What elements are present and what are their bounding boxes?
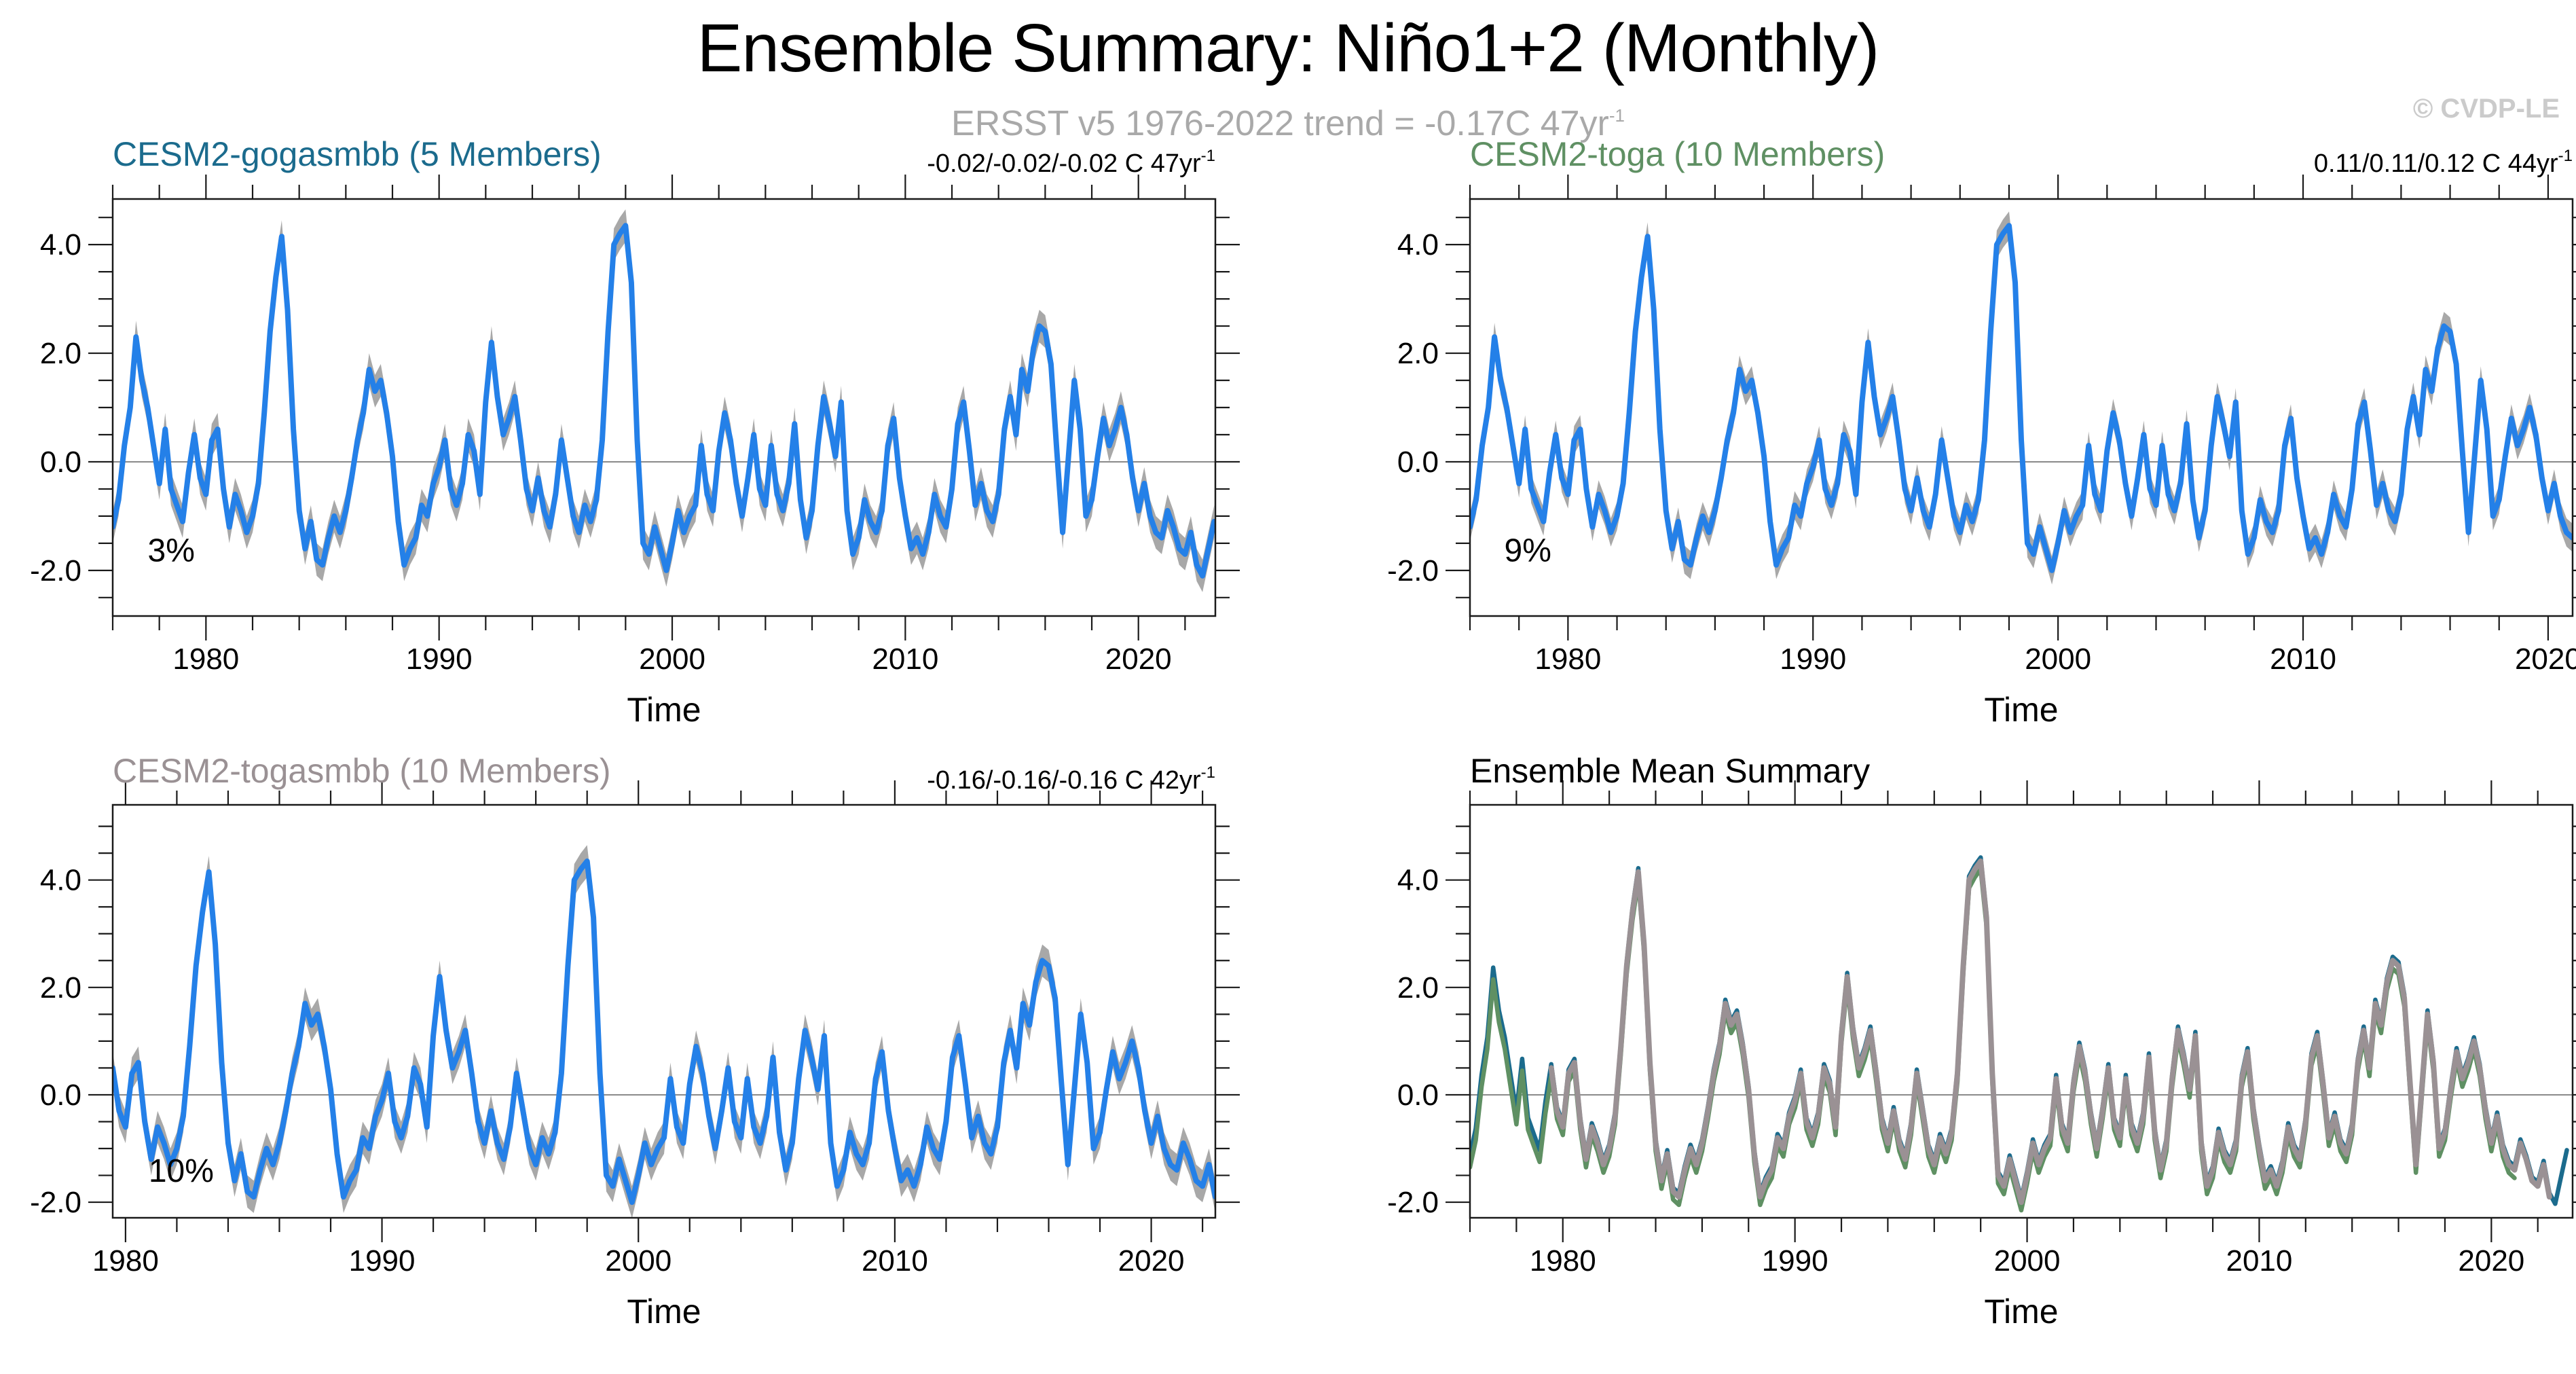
trend-toga: 0.11/0.11/0.12 C 44yr-1 bbox=[1470, 147, 2573, 179]
y-tick-label: 0.0 bbox=[40, 1079, 81, 1112]
trend-togasmbb-text: -0.16/-0.16/-0.16 C 42yr bbox=[927, 766, 1201, 795]
x-tick-label: 2010 bbox=[2226, 1244, 2292, 1278]
x-tick-label: 1990 bbox=[1780, 643, 1846, 676]
panel-2-plot: 1980 1990 2000 2010 2020 -2.0 0.0 2.0 4.0 9% bbox=[1387, 175, 2576, 676]
percent-label: 9% bbox=[1505, 532, 1551, 568]
x-tick-label: 2010 bbox=[872, 643, 938, 676]
x-tick-label: 2000 bbox=[1994, 1244, 2061, 1278]
x-tick-label: 2010 bbox=[2270, 643, 2336, 676]
trend-togasmbb-superscript: -1 bbox=[1200, 763, 1215, 782]
y-tick-label: 4.0 bbox=[1397, 228, 1439, 261]
trend-toga-superscript: -1 bbox=[2558, 147, 2573, 165]
xaxis-title-bottom-left: Time bbox=[627, 1292, 701, 1331]
y-tick-label: 4.0 bbox=[1397, 864, 1439, 897]
y-tick-label: 2.0 bbox=[1397, 337, 1439, 370]
panel-title-togasmbb: CESM2-togasmbb (10 Members) bbox=[113, 752, 611, 790]
trend-gogasmbb: -0.02/-0.02/-0.02 C 47yr-1 bbox=[113, 147, 1215, 179]
x-tick-label: 2000 bbox=[639, 643, 705, 676]
x-tick-label: 1980 bbox=[92, 1244, 159, 1278]
ensemble-mean-line bbox=[113, 858, 1215, 1206]
x-tick-label: 1990 bbox=[1762, 1244, 1828, 1278]
xaxis-title-bottom-right: Time bbox=[1984, 1292, 2059, 1331]
trend-togasmbb: -0.16/-0.16/-0.16 C 42yr-1 bbox=[113, 763, 1215, 795]
reference-trend-text: ERSST v5 1976-2022 trend = -0.17C 47yr bbox=[951, 104, 1609, 143]
trend-toga-text: 0.11/0.11/0.12 C 44yr bbox=[2313, 149, 2558, 178]
y-tick-label: 4.0 bbox=[40, 228, 81, 261]
mean-line-CESM2-togasmbb bbox=[1548, 858, 2552, 1206]
y-tick-label: 0.0 bbox=[1397, 1079, 1439, 1112]
y-tick-label: 2.0 bbox=[40, 971, 81, 1005]
y-tick-label: -2.0 bbox=[1387, 554, 1439, 587]
panel-1-plot: 1980 1990 2000 2010 2020 -2.0 0.0 2.0 4.0 3% bbox=[30, 175, 1240, 676]
x-tick-label: 1980 bbox=[1530, 1244, 1596, 1278]
percent-label: 3% bbox=[148, 532, 195, 568]
ensemble-mean-line bbox=[1470, 223, 2573, 573]
xaxis-title-top-left: Time bbox=[627, 691, 701, 729]
percent-label: 10% bbox=[149, 1153, 214, 1189]
y-tick-label: 0.0 bbox=[40, 446, 81, 479]
x-tick-label: 2000 bbox=[605, 1244, 671, 1278]
x-tick-label: 2000 bbox=[2025, 643, 2091, 676]
panel-3-plot: 1980 1990 2000 2010 2020 -2.0 0.0 2.0 4.0 10% bbox=[30, 780, 1240, 1278]
page-title: Ensemble Summary: Niño1+2 (Monthly) bbox=[697, 10, 1880, 86]
plot-frame bbox=[111, 803, 1217, 1219]
x-tick-label: 2010 bbox=[862, 1244, 928, 1278]
y-tick-label: -2.0 bbox=[30, 1186, 81, 1219]
reference-trend-superscript: -1 bbox=[1608, 105, 1625, 126]
plot-frame bbox=[1469, 803, 2574, 1219]
x-tick-label: 1980 bbox=[1534, 643, 1601, 676]
ensemble-spread-band bbox=[113, 209, 1215, 592]
y-tick-label: -2.0 bbox=[30, 554, 81, 587]
x-tick-label: 2020 bbox=[1118, 1244, 1185, 1278]
reference-trend-subtitle: ERSST v5 1976-2022 trend = -0.17C 47yr-1 bbox=[0, 103, 2576, 144]
x-tick-label: 2020 bbox=[2515, 643, 2576, 676]
cvdp-le-watermark: © CVDP-LE bbox=[2412, 94, 2560, 124]
x-tick-label: 1990 bbox=[406, 643, 473, 676]
y-tick-label: -2.0 bbox=[1387, 1186, 1439, 1219]
y-tick-label: 0.0 bbox=[1397, 446, 1439, 479]
y-tick-label: 2.0 bbox=[40, 337, 81, 370]
ensemble-mean-line bbox=[113, 223, 1215, 579]
panel-title-ensemble-mean: Ensemble Mean Summary bbox=[1470, 752, 1871, 790]
trend-gogasmbb-superscript: -1 bbox=[1200, 147, 1215, 165]
panel-title-toga: CESM2-toga (10 Members) bbox=[1470, 135, 1885, 173]
trend-gogasmbb-text: -0.02/-0.02/-0.02 C 47yr bbox=[927, 149, 1201, 178]
y-tick-label: 2.0 bbox=[1397, 971, 1439, 1005]
x-tick-label: 1980 bbox=[172, 643, 239, 676]
panel-4-plot: 1980 1990 2000 2010 2020 -2.0 0.0 2.0 4.0 bbox=[1387, 780, 2576, 1278]
x-tick-label: 2020 bbox=[1105, 643, 1172, 676]
panel-title-gogasmbb: CESM2-gogasmbb (5 Members) bbox=[113, 135, 602, 173]
x-tick-label: 1990 bbox=[349, 1244, 416, 1278]
ensemble-spread-band bbox=[113, 845, 1215, 1218]
xaxis-title-top-right: Time bbox=[1984, 691, 2059, 729]
x-tick-label: 2020 bbox=[2458, 1244, 2524, 1278]
y-tick-label: 4.0 bbox=[40, 864, 81, 897]
